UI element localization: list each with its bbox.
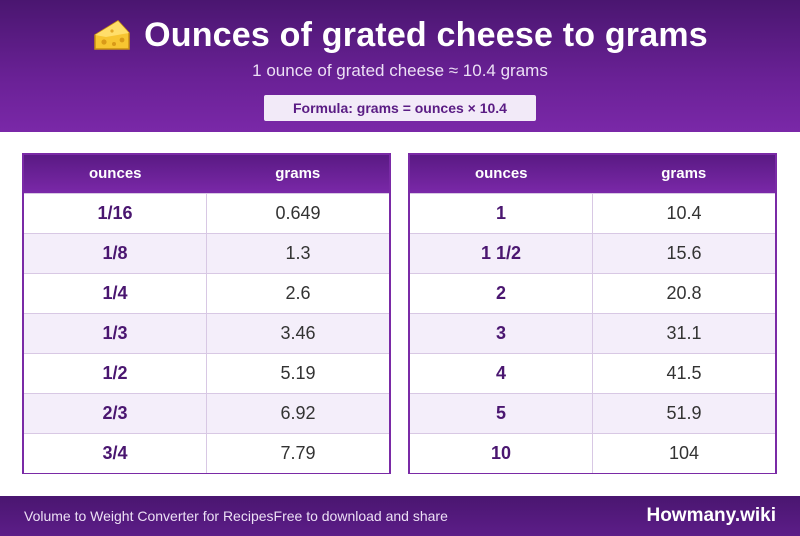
table-row: 10 104	[410, 432, 775, 473]
cheese-icon	[92, 15, 132, 55]
page-title: Ounces of grated cheese to grams	[144, 16, 708, 54]
footer-bar: Volume to Weight Converter for RecipesFr…	[0, 496, 800, 536]
ounces-cell: 3/4	[24, 432, 207, 473]
table-row: 1/16 0.649	[24, 192, 389, 233]
formula-badge: Formula: grams = ounces × 10.4	[264, 95, 536, 121]
table-row: 1/3 3.46	[24, 312, 389, 353]
grams-cell: 3.46	[206, 312, 389, 353]
table-row: 3/4 7.79	[24, 432, 389, 473]
subtitle: 1 ounce of grated cheese ≈ 10.4 grams	[252, 61, 548, 80]
column-header-grams: grams	[592, 155, 775, 193]
column-header-ounces: ounces	[410, 155, 593, 193]
table-header-row: ounces grams	[24, 155, 389, 193]
table-row: 1/8 1.3	[24, 232, 389, 273]
table-row: 1 1/2 15.6	[410, 232, 775, 273]
ounces-cell: 1/16	[24, 192, 207, 233]
ounces-cell: 1 1/2	[410, 232, 593, 273]
table-row: 4 41.5	[410, 352, 775, 393]
ounces-cell: 4	[410, 352, 593, 393]
table-row: 5 51.9	[410, 392, 775, 433]
conversion-table-large: ounces grams 1 10.4 1 1/2 15.6 2 20.8 3 31.1…	[408, 153, 777, 474]
grams-cell: 1.3	[206, 232, 389, 273]
grams-cell: 104	[592, 432, 775, 473]
grams-cell: 51.9	[592, 392, 775, 433]
grams-cell: 0.649	[206, 192, 389, 233]
ounces-cell: 2	[410, 272, 593, 313]
ounces-cell: 1/3	[24, 312, 207, 353]
column-header-ounces: ounces	[24, 155, 207, 193]
ounces-cell: 1/4	[24, 272, 207, 313]
table-header-row: ounces grams	[410, 155, 775, 193]
column-header-grams: grams	[206, 155, 389, 193]
ounces-cell: 1	[410, 192, 593, 233]
grams-cell: 15.6	[592, 232, 775, 273]
header-banner: Ounces of grated cheese to grams 1 ounce…	[0, 0, 800, 132]
grams-cell: 5.19	[206, 352, 389, 393]
grams-cell: 7.79	[206, 432, 389, 473]
grams-cell: 2.6	[206, 272, 389, 313]
conversion-table-small: ounces grams 1/16 0.649 1/8 1.3 1/4 2.6 1/3…	[22, 153, 391, 474]
brand-link[interactable]: Howmany.wiki	[646, 505, 776, 526]
ounces-cell: 3	[410, 312, 593, 353]
title-row: Ounces of grated cheese to grams	[0, 14, 800, 56]
ounces-cell: 1/8	[24, 232, 207, 273]
ounces-cell: 2/3	[24, 392, 207, 433]
ounces-cell: 1/2	[24, 352, 207, 393]
table-row: 1/2 5.19	[24, 352, 389, 393]
table-row: 2 20.8	[410, 272, 775, 313]
grams-cell: 10.4	[592, 192, 775, 233]
table-row: 3 31.1	[410, 312, 775, 353]
grams-cell: 41.5	[592, 352, 775, 393]
footer-tagline: Volume to Weight Converter for RecipesFr…	[24, 508, 448, 524]
ounces-cell: 5	[410, 392, 593, 433]
table-row: 1/4 2.6	[24, 272, 389, 313]
grams-cell: 31.1	[592, 312, 775, 353]
table-row: 2/3 6.92	[24, 392, 389, 433]
grams-cell: 20.8	[592, 272, 775, 313]
grams-cell: 6.92	[206, 392, 389, 433]
ounces-cell: 10	[410, 432, 593, 473]
table-row: 1 10.4	[410, 192, 775, 233]
